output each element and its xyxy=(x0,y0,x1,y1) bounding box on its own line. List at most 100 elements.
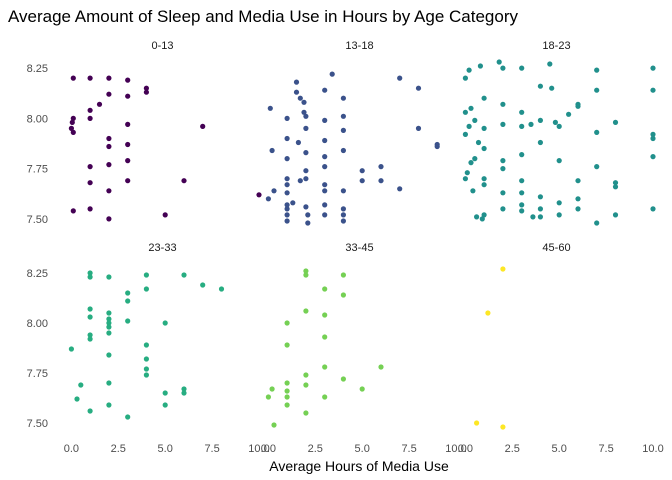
data-point xyxy=(359,386,365,392)
data-point xyxy=(322,364,328,370)
data-point xyxy=(301,109,307,115)
data-point xyxy=(303,410,309,416)
y-tick-label: 7.75 xyxy=(27,368,48,380)
data-point xyxy=(305,212,311,218)
data-point xyxy=(500,166,506,172)
data-point xyxy=(284,115,290,121)
data-point xyxy=(481,176,487,182)
data-point xyxy=(472,117,478,123)
data-point xyxy=(322,394,328,400)
data-point xyxy=(143,286,149,292)
data-point xyxy=(106,162,112,168)
data-point xyxy=(519,190,525,196)
facet-panel-13-18: 13-18 xyxy=(265,40,440,226)
data-point xyxy=(125,141,131,148)
data-point xyxy=(650,131,656,137)
data-point xyxy=(340,127,346,133)
data-point xyxy=(106,274,112,280)
data-point xyxy=(125,318,131,324)
data-point xyxy=(303,268,309,274)
x-tick-label: 5.0 xyxy=(552,443,567,455)
data-point xyxy=(594,164,600,170)
data-point xyxy=(528,121,534,127)
data-point xyxy=(322,202,328,208)
data-point xyxy=(143,85,149,91)
data-point xyxy=(106,216,112,222)
data-point xyxy=(575,206,581,212)
data-point xyxy=(87,306,93,312)
data-point xyxy=(322,312,328,318)
data-point xyxy=(378,178,384,184)
data-point xyxy=(650,154,656,160)
data-point xyxy=(284,202,290,208)
data-point xyxy=(500,101,506,107)
data-point xyxy=(500,158,506,164)
y-tick-label: 8.25 xyxy=(27,268,48,280)
data-point xyxy=(464,170,470,176)
y-tick-label: 7.75 xyxy=(27,164,48,176)
data-point xyxy=(612,180,619,186)
data-point xyxy=(340,212,346,218)
facet-strip-label: 23-33 xyxy=(148,242,176,254)
chart-title: Average Amount of Sleep and Media Use in… xyxy=(8,7,518,26)
data-point xyxy=(378,164,384,170)
data-point xyxy=(340,218,346,224)
y-tick-label: 7.50 xyxy=(27,418,48,430)
y-tick-label: 8.00 xyxy=(27,318,48,330)
data-point xyxy=(303,382,309,388)
data-point xyxy=(462,75,468,81)
data-point xyxy=(537,214,544,220)
data-point xyxy=(87,336,93,342)
data-point xyxy=(466,67,472,73)
data-point xyxy=(519,65,525,71)
data-point xyxy=(303,372,309,378)
data-point xyxy=(470,188,476,194)
data-point xyxy=(500,424,506,430)
data-point xyxy=(87,75,93,81)
data-point xyxy=(485,310,491,316)
data-point xyxy=(340,113,346,119)
x-tick-label: 10.0 xyxy=(248,443,269,455)
data-point xyxy=(500,65,506,71)
y-tick-label: 8.00 xyxy=(27,113,48,125)
data-point xyxy=(218,286,225,292)
data-point xyxy=(70,115,76,121)
data-point xyxy=(284,190,290,196)
data-point xyxy=(322,164,328,170)
data-point xyxy=(181,272,187,278)
data-point xyxy=(340,292,346,298)
data-point xyxy=(106,324,112,330)
data-point xyxy=(556,200,562,206)
data-point xyxy=(303,150,309,156)
facet-strip-label: 45-60 xyxy=(542,242,570,254)
x-tick-label: 7.5 xyxy=(401,443,416,455)
data-point xyxy=(125,93,131,99)
data-point xyxy=(284,394,290,400)
data-point xyxy=(200,282,206,288)
data-point xyxy=(612,212,619,218)
data-point xyxy=(284,388,290,394)
data-point xyxy=(472,156,478,162)
x-tick-label: 7.5 xyxy=(598,443,613,455)
data-point xyxy=(106,310,112,316)
data-point xyxy=(284,156,290,162)
data-point xyxy=(322,137,328,144)
data-point xyxy=(284,182,290,188)
data-point xyxy=(284,380,290,386)
data-point xyxy=(297,95,303,101)
data-point xyxy=(284,320,290,326)
data-point xyxy=(68,346,74,352)
data-point xyxy=(256,192,262,198)
data-point xyxy=(322,188,328,194)
x-tick-label: 5.0 xyxy=(158,443,173,455)
data-point xyxy=(70,208,76,214)
data-point xyxy=(106,75,112,81)
data-point xyxy=(87,180,93,186)
data-point xyxy=(378,364,384,370)
data-point xyxy=(87,332,93,338)
data-point xyxy=(575,178,581,184)
data-point xyxy=(162,390,168,396)
data-point xyxy=(566,111,572,117)
data-point xyxy=(500,266,506,272)
